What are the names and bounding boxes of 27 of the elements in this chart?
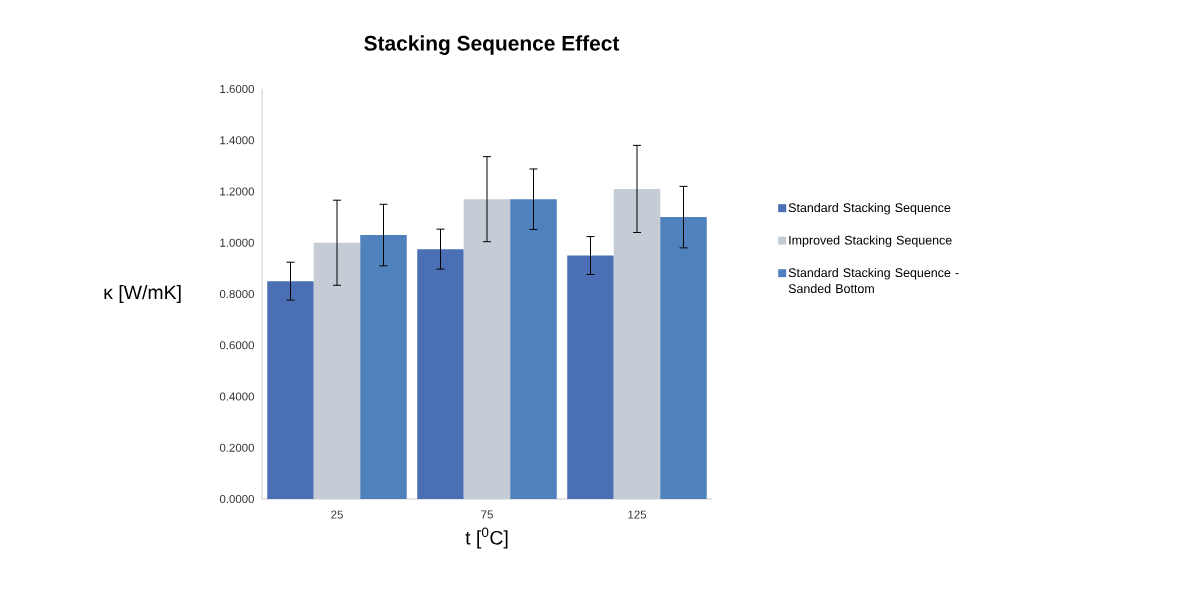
y-tick-label: 1.4000 xyxy=(220,136,255,145)
chart-title: Stacking Sequence Effect xyxy=(364,35,620,55)
y-axis-title: κ [W/mK] xyxy=(104,284,181,304)
y-tick-label: 0.2000 xyxy=(219,443,255,452)
bar xyxy=(567,255,614,499)
bar xyxy=(613,188,661,499)
bar xyxy=(417,249,464,499)
y-tick-label: 0.4000 xyxy=(219,392,255,401)
legend-label: Standard Stacking Sequence xyxy=(788,202,951,215)
x-tick-label: 25 xyxy=(331,510,343,519)
y-tick-label: 1.0000 xyxy=(220,238,255,247)
bar xyxy=(463,199,511,499)
bar xyxy=(267,281,314,499)
x-tick-label: 75 xyxy=(481,510,493,519)
y-tick-label: 1.2000 xyxy=(220,187,255,196)
legend-label: Improved Stacking Sequence xyxy=(789,235,952,248)
y-tick-label: 0.0000 xyxy=(219,494,255,504)
bar xyxy=(660,217,707,499)
y-tick-label: 0.6000 xyxy=(219,341,255,350)
y-tick-label: 0.8000 xyxy=(219,289,255,299)
legend-label: Standard Stacking Sequence - Sanded Bottom xyxy=(788,267,959,294)
bar xyxy=(313,242,361,499)
x-tick-label: 125 xyxy=(628,510,647,519)
x-axis-title: t [$^{0}$C] xyxy=(465,527,508,549)
bar xyxy=(360,235,407,499)
y-tick-label: 1.6000 xyxy=(220,84,255,94)
bar xyxy=(510,199,557,499)
